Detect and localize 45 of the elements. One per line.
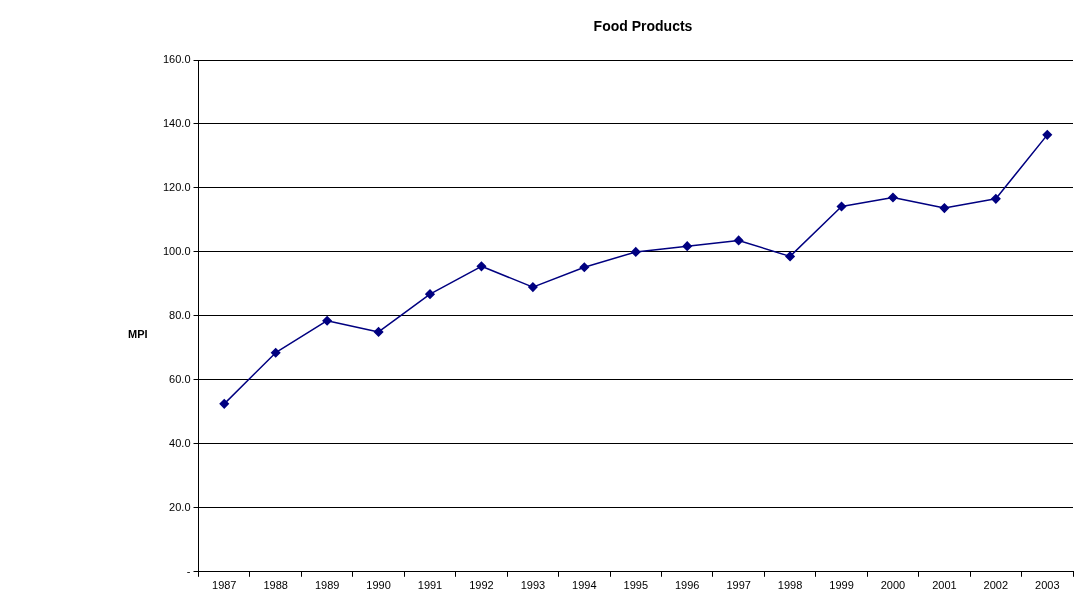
x-tick-label: 1997 bbox=[726, 579, 751, 592]
x-tick-label: 1999 bbox=[829, 579, 854, 592]
point bbox=[682, 241, 692, 251]
point bbox=[939, 203, 950, 213]
point bbox=[425, 289, 435, 299]
y-tick-label: - bbox=[186, 564, 191, 577]
y-tick-label: 100.0 bbox=[163, 244, 191, 257]
x-tick-label: 1992 bbox=[469, 579, 494, 592]
y-tick-label: 60.0 bbox=[169, 372, 191, 385]
chart-title: Food Products bbox=[592, 18, 694, 34]
point bbox=[476, 261, 487, 272]
x-tick-label: 2003 bbox=[1035, 579, 1060, 592]
point bbox=[836, 201, 847, 212]
y-axis-title: MPI bbox=[128, 328, 148, 340]
x-tick-label: 1996 bbox=[674, 579, 700, 592]
point bbox=[373, 327, 384, 337]
point bbox=[528, 282, 538, 292]
x-tick-label: 2001 bbox=[932, 579, 957, 592]
point bbox=[991, 194, 1001, 204]
point bbox=[888, 192, 898, 203]
x-tick-label: 1988 bbox=[263, 579, 288, 592]
x-tick-label: 1987 bbox=[212, 579, 237, 592]
point bbox=[1042, 130, 1053, 140]
x-tick-label: 1989 bbox=[314, 579, 340, 592]
x-tick-label: 1993 bbox=[520, 579, 546, 592]
point bbox=[322, 315, 332, 326]
x-tick-label: 2000 bbox=[880, 579, 906, 592]
y-tick-label: 80.0 bbox=[169, 308, 191, 321]
point bbox=[579, 262, 590, 273]
y-tick-label: 120.0 bbox=[163, 180, 191, 193]
point bbox=[631, 247, 641, 257]
y-tick-label: 40.0 bbox=[169, 436, 191, 449]
point bbox=[219, 399, 229, 409]
point bbox=[733, 235, 744, 246]
x-tick-label: 1990 bbox=[366, 579, 391, 592]
point bbox=[785, 251, 795, 262]
y-tick-label: 160.0 bbox=[163, 53, 191, 66]
x-tick-label: 1991 bbox=[417, 579, 443, 592]
x-tick-label: 1995 bbox=[623, 579, 649, 592]
y-tick-label: 140.0 bbox=[163, 117, 191, 130]
x-tick-label: 1998 bbox=[777, 579, 803, 592]
point bbox=[270, 347, 281, 358]
x-tick-label: 1994 bbox=[572, 579, 597, 592]
x-tick-label: 2002 bbox=[983, 579, 1009, 592]
y-tick-label: 20.0 bbox=[169, 500, 191, 513]
